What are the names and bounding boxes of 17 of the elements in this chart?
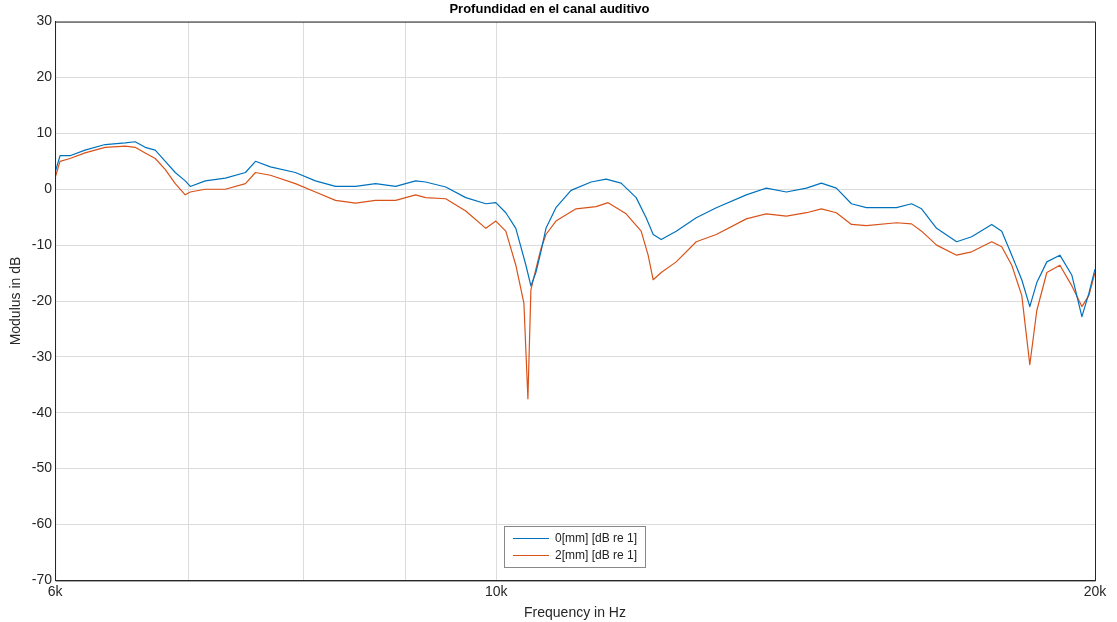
y-tick-label: -20 bbox=[31, 291, 53, 308]
y-tick-label: 10 bbox=[36, 124, 53, 141]
y-tick-label: -50 bbox=[31, 459, 53, 476]
x-tick-label: 10k bbox=[484, 582, 509, 599]
y-axis-title: Modulus in dB bbox=[7, 256, 24, 346]
x-tick-label: 20k bbox=[1083, 582, 1108, 599]
y-tick-label: -30 bbox=[31, 347, 53, 364]
chart-title: Profundidad en el canal auditivo bbox=[449, 1, 650, 17]
y-tick-label: -60 bbox=[31, 515, 53, 532]
y-tick-label: 0 bbox=[44, 180, 53, 197]
x-axis-title: Frequency in Hz bbox=[524, 604, 626, 621]
y-tick-label: -10 bbox=[31, 235, 53, 252]
y-tick-label: 20 bbox=[36, 68, 53, 85]
legend-label: 0[mm] [dB re 1] bbox=[555, 530, 638, 548]
y-tick-label: 30 bbox=[36, 12, 53, 29]
legend-label: 2[mm] [dB re 1] bbox=[555, 547, 638, 565]
y-tick-label: -40 bbox=[31, 403, 53, 420]
